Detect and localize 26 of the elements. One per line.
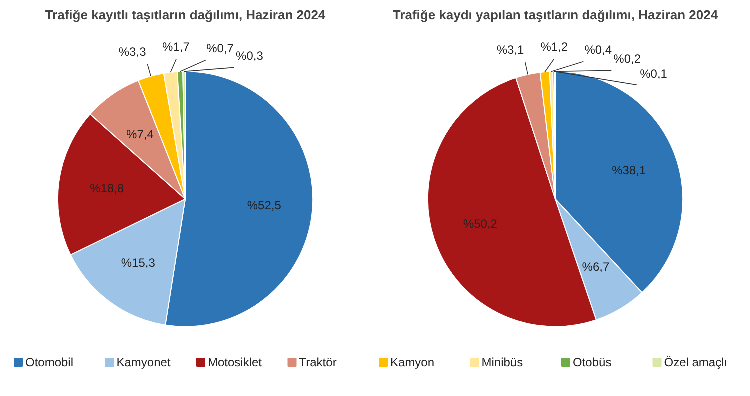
data-label: %3,3	[118, 45, 147, 60]
data-label: %50,2	[463, 217, 498, 232]
data-label: %3,1	[496, 43, 525, 58]
data-label: %0,3	[236, 48, 264, 63]
data-label: %6,7	[582, 260, 610, 274]
data-label: %0,1	[640, 66, 668, 81]
legend-label: Otobüs	[573, 356, 612, 370]
data-label: %1,2	[540, 40, 568, 54]
data-label: %7,4	[126, 127, 154, 142]
chart-title: Trafiğe kaydı yapılan taşıtların dağılımı, Haziran 2024	[392, 8, 719, 22]
data-label: %18,8	[90, 181, 124, 196]
data-label: %38,1	[612, 163, 646, 178]
data-label: %15,3	[121, 256, 156, 270]
legend-label: Traktör	[299, 356, 337, 370]
legend-label: Otomobil	[26, 356, 74, 370]
legend-label: Kamyonet	[116, 356, 172, 370]
data-label: %0,4	[584, 42, 612, 57]
legend-label: Minibüs	[482, 356, 524, 370]
chart-title: Trafiğe kayıtlı taşıtların dağılımı, Haziran 2024	[45, 8, 326, 22]
legend-label: Kamyon	[390, 356, 435, 370]
legend-label: Özel amaçlı	[664, 356, 728, 370]
data-label: %52,5	[247, 198, 282, 212]
data-label: %0,7	[206, 41, 234, 56]
data-label: %0,2	[614, 52, 642, 66]
legend-label: Motosiklet	[208, 356, 263, 370]
data-label: %1,7	[162, 40, 190, 54]
